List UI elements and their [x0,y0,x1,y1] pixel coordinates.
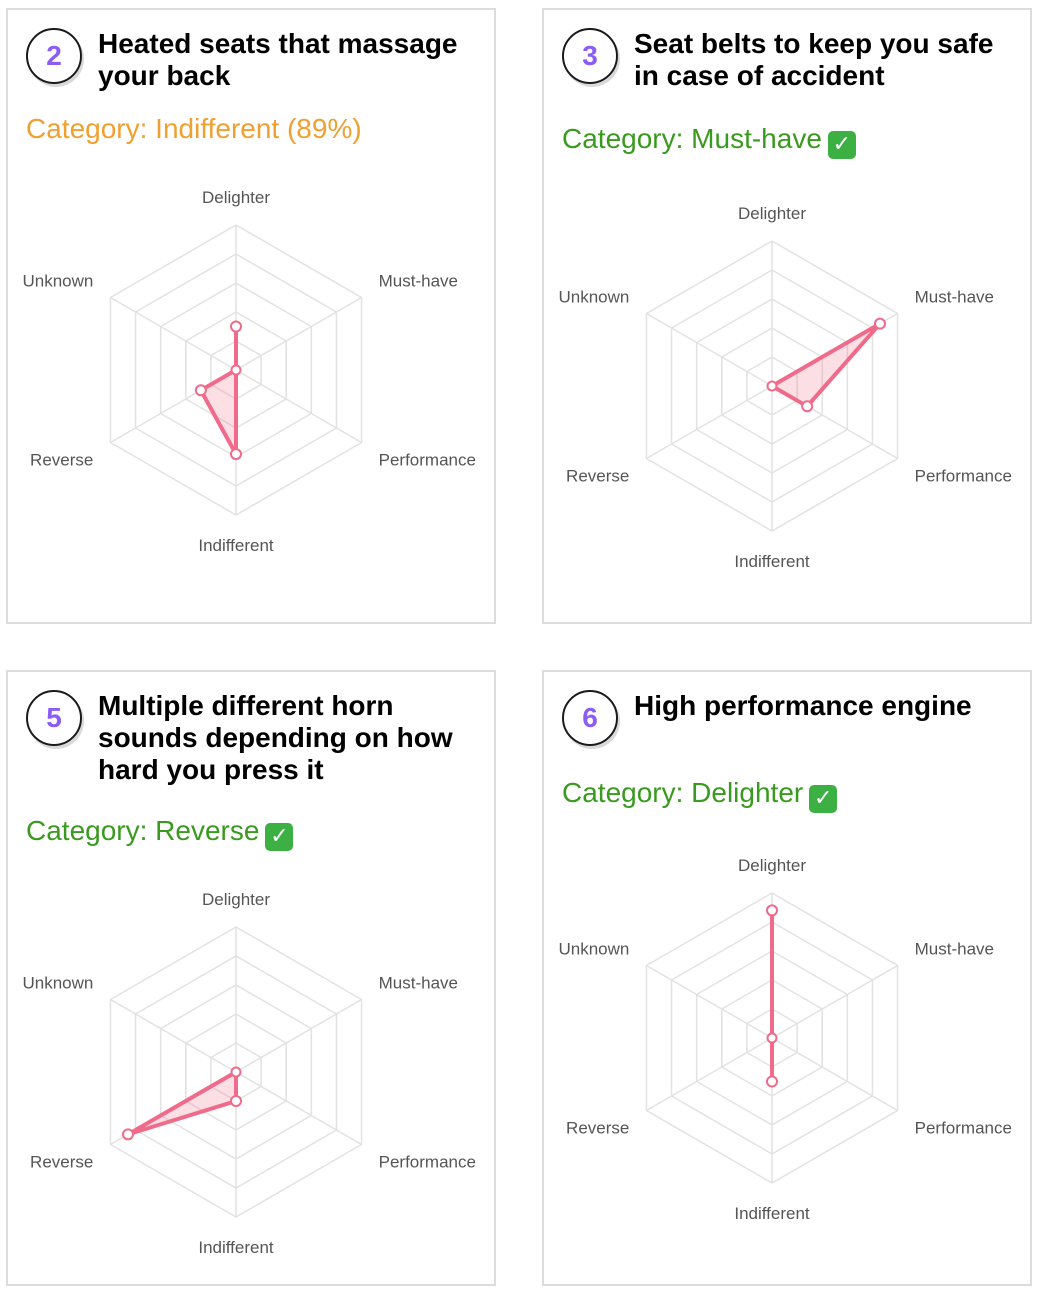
axis-label-unknown: Unknown [558,288,629,307]
feature-card: 3 Seat belts to keep you safe in case of… [542,8,1032,624]
axis-label-reverse: Reverse [566,467,629,486]
data-point-reverse [122,1128,135,1141]
feature-card: 2 Heated seats that massage your back Ca… [6,8,496,624]
axis-label-unknown: Unknown [22,974,93,993]
data-point-center [766,380,778,392]
grid-spoke [235,296,362,371]
axis-label-performance: Performance [379,451,476,470]
grid-spoke [771,1037,898,1112]
feature-title: High performance engine [634,690,972,721]
check-mark-icon: ✓ [809,785,838,813]
axis-label-must-have: Must-have [379,272,458,291]
category-label: Category: Delighter ✓ [562,776,838,813]
feature-card: 5 Multiple different horn sounds dependi… [6,670,496,1286]
grid-spoke [646,1037,773,1112]
category-text: Category: Reverse [26,815,260,846]
axis-label-must-have: Must-have [915,288,994,307]
grid-spoke [646,964,773,1039]
axis-label-indifferent: Indifferent [198,1238,274,1257]
data-point-indifferent [230,1095,242,1107]
data-point-center [766,1032,778,1044]
feature-title: Multiple different horn sounds depending… [98,690,453,785]
radar-chart: Delighter Must-have Performance Indifferent… [558,204,1012,571]
data-point-performance [801,400,814,413]
data-point-reverse [194,384,207,397]
series-area [198,326,238,456]
data-point-center [230,1066,242,1078]
axis-label-reverse: Reverse [30,451,93,470]
axis-label-unknown: Unknown [558,940,629,959]
feature-title: Seat belts to keep you safe in case of a… [634,28,994,91]
radar-chart: Delighter Must-have Performance Indifferent… [22,188,476,555]
axis-label-reverse: Reverse [30,1153,93,1172]
axis-label-reverse: Reverse [566,1119,629,1138]
axis-label-performance: Performance [915,1119,1012,1138]
axis-label-must-have: Must-have [915,940,994,959]
feature-number-badge: 2 [26,28,82,84]
feature-number-badge: 5 [26,690,82,746]
grid-spoke [235,1071,362,1146]
grid-spoke [235,998,362,1073]
axis-label-must-have: Must-have [379,974,458,993]
data-point-must-have [873,317,886,330]
axis-label-unknown: Unknown [22,272,93,291]
axis-label-indifferent: Indifferent [734,552,810,571]
data-point-indifferent [230,448,242,461]
data-point-indifferent [766,1075,778,1088]
axis-label-indifferent: Indifferent [198,536,274,555]
category-text: Category: Indifferent (89%) [26,113,362,144]
category-text: Category: Delighter [562,777,804,808]
data-point-delighter [230,320,242,333]
category-label: Category: Must-have ✓ [562,122,856,159]
axis-label-delighter: Delighter [738,204,806,223]
grid-spoke [646,385,773,460]
data-point-delighter [766,904,778,917]
axis-label-indifferent: Indifferent [734,1204,810,1223]
grid-spoke [110,998,237,1073]
grid-spoke [110,296,237,371]
grid-spoke [235,369,362,444]
check-mark-icon: ✓ [265,823,294,851]
series-area [767,321,882,409]
axis-label-delighter: Delighter [202,188,270,207]
feature-card: 6 High performance engine Category: Deli… [542,670,1032,1286]
feature-number-badge: 3 [562,28,618,84]
axis-label-performance: Performance [915,467,1012,486]
axis-label-delighter: Delighter [738,856,806,875]
category-label: Category: Reverse ✓ [26,814,294,851]
category-text: Category: Must-have [562,123,822,154]
radar-grid [645,892,899,1184]
radar-chart: Delighter Must-have Performance Indifferent… [558,856,1012,1223]
axis-label-performance: Performance [379,1153,476,1172]
series-area [127,1068,238,1137]
category-label: Category: Indifferent (89%) [26,112,362,146]
axis-label-delighter: Delighter [202,890,270,909]
grid-spoke [771,964,898,1039]
feature-title: Heated seats that massage your back [98,28,458,91]
data-point-center [230,364,242,376]
radar-chart: Delighter Must-have Performance Indifferent… [22,890,476,1257]
grid-spoke [646,312,773,387]
feature-number-badge: 6 [562,690,618,746]
check-mark-icon: ✓ [827,131,856,159]
